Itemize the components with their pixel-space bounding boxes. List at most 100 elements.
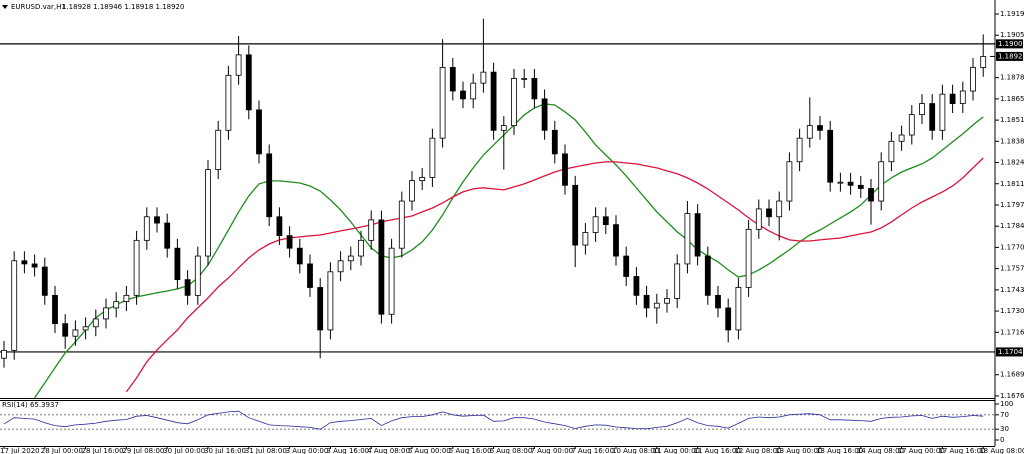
x-tick-label: 11 Aug 16:00 [694, 447, 741, 454]
candle-body [439, 67, 446, 139]
candle-body [592, 216, 599, 233]
x-tick-label: 14 Aug 08:00 [857, 447, 904, 454]
candle-body [521, 78, 528, 80]
y-tick-label: 1.19055 [1000, 31, 1024, 39]
candle-body [470, 82, 477, 100]
candle-body [409, 180, 415, 202]
y-tick-label: 1.18245 [1000, 159, 1024, 167]
candle-body [623, 255, 630, 277]
y-tick-label: 1.17975 [1000, 201, 1024, 209]
candle-body [715, 294, 721, 309]
candle-body [664, 298, 670, 304]
candle-body [52, 294, 58, 325]
rsi-line [3, 410, 984, 430]
candle-body [245, 54, 252, 111]
candle-body [939, 93, 946, 131]
candle-body [633, 276, 640, 296]
x-tick-label: 30 Jul 00:00 [163, 447, 205, 454]
x-tick-label: 28 Jul 00:00 [41, 447, 83, 454]
candle-body [704, 255, 711, 296]
x-tick-label: 5 Aug 16:00 [449, 447, 492, 454]
candle-body [307, 263, 313, 288]
candle-body [541, 98, 548, 131]
x-tick-label: 11 Aug 00:00 [653, 447, 700, 454]
chart-subtitle: 1.18928 1.18946 1.18918 1.18920 [62, 3, 184, 11]
candle-body [643, 294, 650, 309]
candle-body [908, 114, 915, 136]
candle-body [490, 71, 497, 131]
candle-body [358, 239, 364, 257]
x-tick-label: 3 Aug 00:00 [286, 447, 329, 454]
candle-body [980, 56, 987, 68]
candle-body [837, 181, 844, 184]
candle-body [429, 137, 436, 178]
candle-body [551, 129, 558, 155]
candle-body [480, 71, 487, 84]
last-price-label: 1.18920 [998, 52, 1024, 60]
level-label-box [996, 347, 1023, 357]
y-tick-label: 1.18380 [1000, 137, 1024, 145]
candle-body [31, 263, 38, 268]
candle-body [276, 216, 283, 237]
candle-body [113, 301, 120, 309]
level-label: 1.17040 [998, 348, 1024, 356]
candle-body [327, 271, 334, 331]
y-tick-label: 1.18515 [1000, 116, 1024, 124]
x-tick-label: 13 Aug 16:00 [816, 447, 863, 454]
candle-body [745, 228, 752, 288]
candle-body [562, 153, 568, 186]
moving-average [125, 157, 984, 393]
candle-body [725, 307, 732, 331]
x-tick-label: 18 Aug 08:00 [979, 447, 1024, 454]
candle-body [500, 125, 507, 131]
candle-body [970, 67, 976, 92]
candle-body [898, 134, 905, 142]
y-tick-label: 1.16760 [1000, 392, 1024, 400]
x-tick-label: 31 Jul 08:00 [245, 447, 287, 454]
candle-body [806, 125, 813, 139]
y-tick-label: 1.17840 [1000, 222, 1024, 230]
y-tick-label: 1.18785 [1000, 74, 1024, 82]
candle-body [847, 181, 854, 186]
x-tick-label: 10 Aug 08:00 [612, 447, 659, 454]
candle-body [919, 103, 925, 115]
y-tick-label: 1.17705 [1000, 243, 1024, 251]
x-tick-label: 30 Jul 16:00 [204, 447, 246, 454]
moving-average [34, 103, 984, 399]
x-tick-label: 4 Aug 08:00 [367, 447, 410, 454]
candle-body [286, 235, 293, 249]
level-label-box [996, 39, 1023, 49]
candle-body [582, 232, 589, 246]
y-tick-label: 100 [1000, 400, 1013, 408]
x-tick-label: 28 Jul 16:00 [82, 447, 124, 454]
candle-body [92, 318, 99, 328]
candle-body [531, 78, 538, 100]
y-tick-label: 1.18650 [1000, 95, 1024, 103]
candle-body [694, 213, 701, 257]
candle-body [82, 326, 89, 331]
candle-body [256, 109, 262, 155]
candle-body [868, 188, 874, 202]
candle-body [460, 90, 466, 100]
x-tick-label: 17 Jul 2020 [0, 447, 40, 454]
candle-body [143, 216, 150, 241]
candle-body [11, 260, 18, 351]
candle-body [184, 279, 191, 296]
candle-body [755, 208, 762, 230]
x-tick-label: 7 Aug 16:00 [571, 447, 614, 454]
candle-body [449, 67, 456, 92]
rsi-title: RSI(14) 65.3937 [2, 401, 59, 409]
y-tick-label: 1.18110 [1000, 180, 1024, 188]
x-tick-label: 17 Aug 00:00 [898, 447, 945, 454]
candle-body [827, 129, 834, 183]
level-label: 1.19000 [998, 40, 1024, 48]
x-tick-label: 29 Jul 08:00 [122, 447, 164, 454]
candle-body [317, 287, 324, 331]
candle-body [735, 287, 742, 331]
candle-body [194, 255, 201, 296]
candle-body [684, 213, 691, 265]
x-tick-label: 12 Aug 08:00 [734, 447, 781, 454]
candle-body [888, 140, 895, 163]
